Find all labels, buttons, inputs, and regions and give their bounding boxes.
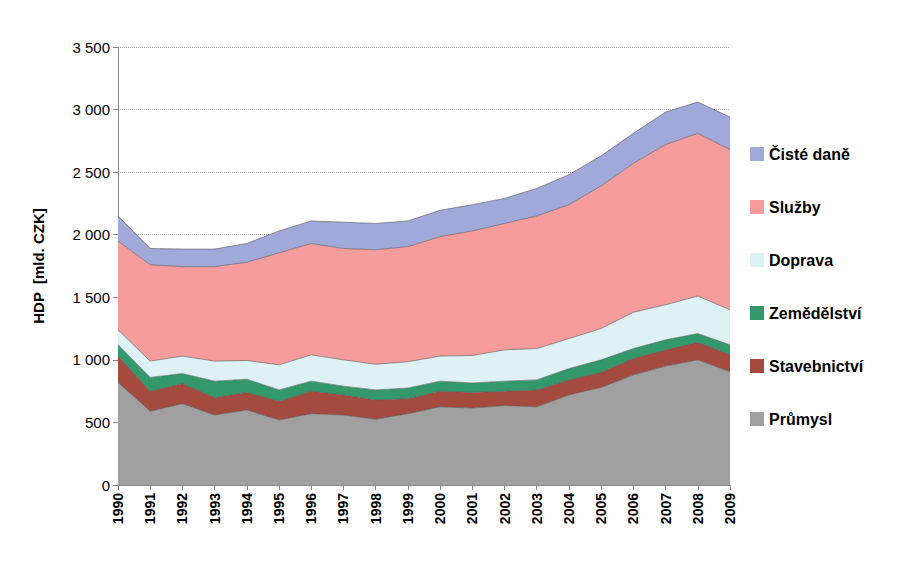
svg-text:Zemědělství: Zemědělství bbox=[769, 305, 862, 322]
svg-text:1998: 1998 bbox=[368, 493, 384, 524]
svg-text:2 500: 2 500 bbox=[72, 164, 110, 181]
svg-text:1990: 1990 bbox=[110, 493, 126, 524]
svg-text:2006: 2006 bbox=[625, 493, 641, 524]
svg-text:2002: 2002 bbox=[497, 493, 513, 524]
svg-text:Čisté daně: Čisté daně bbox=[769, 145, 850, 163]
svg-text:1997: 1997 bbox=[335, 493, 351, 524]
svg-text:Stavebnictví: Stavebnictví bbox=[769, 358, 864, 375]
svg-text:2007: 2007 bbox=[658, 493, 674, 524]
svg-text:HDP [mld. CZK]: HDP [mld. CZK] bbox=[30, 208, 47, 324]
svg-text:2009: 2009 bbox=[722, 493, 738, 524]
svg-text:1 000: 1 000 bbox=[72, 351, 110, 368]
svg-text:1995: 1995 bbox=[271, 493, 287, 524]
svg-text:2000: 2000 bbox=[432, 493, 448, 524]
svg-text:3 500: 3 500 bbox=[72, 39, 110, 56]
svg-text:1994: 1994 bbox=[239, 493, 255, 524]
svg-text:2003: 2003 bbox=[529, 493, 545, 524]
svg-text:2008: 2008 bbox=[690, 493, 706, 524]
svg-text:500: 500 bbox=[85, 414, 110, 431]
svg-text:1992: 1992 bbox=[174, 493, 190, 524]
svg-text:2 000: 2 000 bbox=[72, 226, 110, 243]
svg-text:2004: 2004 bbox=[561, 493, 577, 524]
svg-text:1 500: 1 500 bbox=[72, 289, 110, 306]
svg-text:1996: 1996 bbox=[303, 493, 319, 524]
svg-text:Doprava: Doprava bbox=[769, 252, 833, 269]
svg-text:1999: 1999 bbox=[400, 493, 416, 524]
svg-text:2005: 2005 bbox=[593, 493, 609, 524]
svg-text:1993: 1993 bbox=[207, 493, 223, 524]
svg-text:0: 0 bbox=[102, 477, 110, 494]
svg-text:1991: 1991 bbox=[142, 493, 158, 524]
svg-text:2001: 2001 bbox=[464, 493, 480, 524]
svg-text:Služby: Služby bbox=[769, 199, 821, 216]
svg-text:3 000: 3 000 bbox=[72, 101, 110, 118]
svg-text:Průmysl: Průmysl bbox=[769, 411, 832, 428]
